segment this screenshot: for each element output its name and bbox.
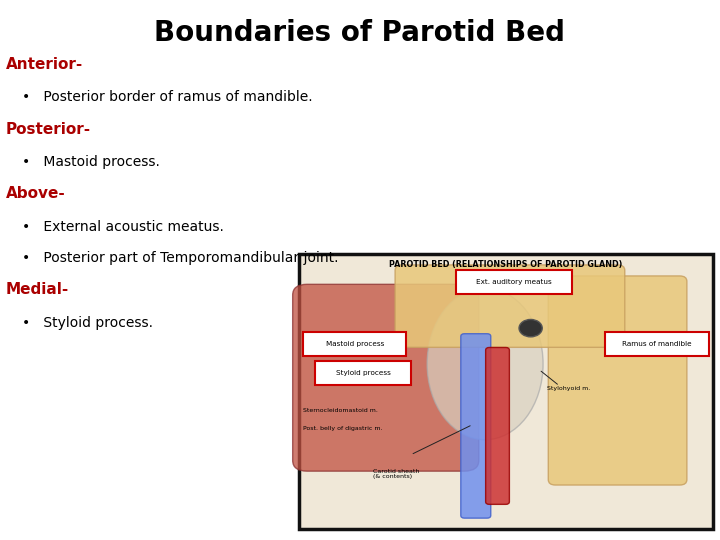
- Text: Post. belly of digastric m.: Post. belly of digastric m.: [303, 426, 382, 431]
- Text: •   External acoustic meatus.: • External acoustic meatus.: [22, 220, 223, 234]
- Bar: [605, 332, 708, 356]
- Text: Above-: Above-: [6, 186, 66, 201]
- Ellipse shape: [427, 288, 543, 440]
- Text: Ext. auditory meatus: Ext. auditory meatus: [476, 279, 552, 285]
- Circle shape: [519, 320, 542, 337]
- Text: •   Mastoid process.: • Mastoid process.: [22, 155, 159, 169]
- Text: Posterior-: Posterior-: [6, 122, 91, 137]
- Bar: [315, 361, 410, 384]
- Text: •   Posterior part of Temporomandibular joint.: • Posterior part of Temporomandibular jo…: [22, 251, 338, 265]
- Bar: [456, 271, 572, 294]
- Text: •   Posterior border of ramus of mandible.: • Posterior border of ramus of mandible.: [22, 90, 312, 104]
- FancyBboxPatch shape: [395, 265, 625, 347]
- Bar: [299, 254, 713, 529]
- Text: Medial-: Medial-: [6, 282, 69, 298]
- Text: Carotid sheath
(& contents): Carotid sheath (& contents): [373, 469, 420, 480]
- Bar: [303, 332, 406, 356]
- FancyBboxPatch shape: [292, 284, 479, 471]
- FancyBboxPatch shape: [485, 348, 510, 504]
- Text: Anterior-: Anterior-: [6, 57, 83, 72]
- Text: Boundaries of Parotid Bed: Boundaries of Parotid Bed: [155, 19, 565, 47]
- Text: Ramus of mandible: Ramus of mandible: [622, 341, 692, 347]
- Text: Styloid process: Styloid process: [336, 370, 390, 376]
- Text: •   Styloid process.: • Styloid process.: [22, 316, 153, 330]
- FancyBboxPatch shape: [549, 276, 687, 485]
- Text: Sternocleidomastoid m.: Sternocleidomastoid m.: [303, 408, 378, 413]
- FancyBboxPatch shape: [461, 334, 491, 518]
- Text: PAROTID BED (RELATIONSHIPS OF PAROTID GLAND): PAROTID BED (RELATIONSHIPS OF PAROTID GL…: [389, 260, 623, 269]
- Text: Mastoid process: Mastoid process: [325, 341, 384, 347]
- Text: Stylohyoid m.: Stylohyoid m.: [547, 386, 590, 391]
